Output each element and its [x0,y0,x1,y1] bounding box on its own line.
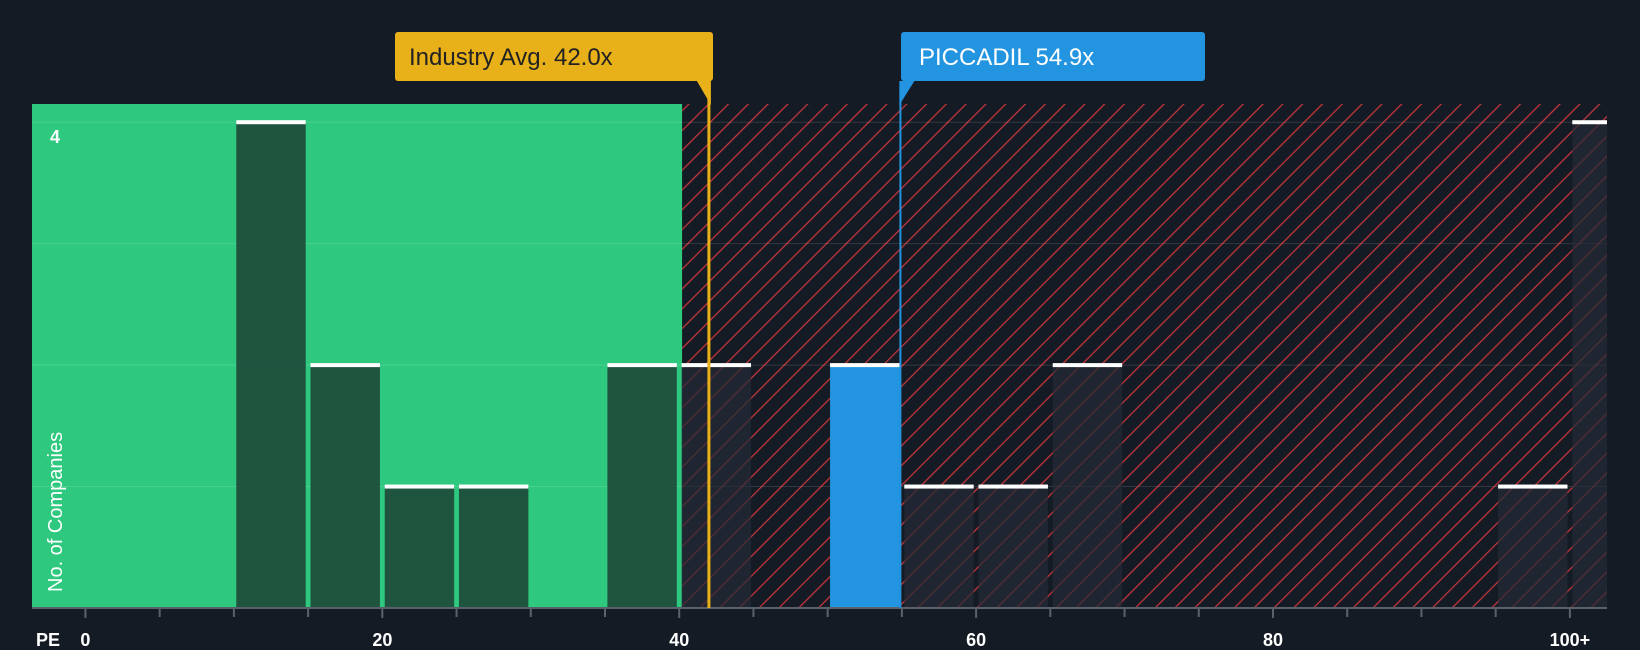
histogram-bar-cap [310,363,380,368]
x-tick-label: 100+ [1550,630,1591,650]
histogram-bar [978,486,1048,608]
histogram-bar [236,122,306,609]
histogram-bar-cap [830,363,900,368]
histogram-bar [1572,122,1607,609]
company-pe-callout [901,32,1205,81]
histogram-bar [1052,365,1123,608]
histogram-bar-cap [384,484,455,489]
histogram-bar-cap [681,363,752,368]
histogram-bar-cap [1498,484,1568,489]
histogram-bar [830,365,900,608]
company-pe-label: PICCADIL 54.9x [919,44,1094,71]
histogram-bar [1498,486,1568,608]
histogram-bar [310,365,380,608]
histogram-bar-cap [607,363,677,368]
industry-avg-label: Industry Avg. 42.0x [409,44,613,71]
histogram-bar-cap [1052,363,1123,368]
industry-avg-callout [395,32,713,81]
y-tick-label: 4 [50,127,60,147]
histogram-bar [458,486,529,608]
histogram-bar [681,365,752,608]
x-tick-label: 60 [966,630,986,650]
x-tick-label: 80 [1263,630,1283,650]
x-tick-label: 20 [372,630,392,650]
histogram-bar-cap [458,484,529,489]
y-axis-title: No. of Companies [45,432,67,592]
histogram-bar [384,486,455,608]
histogram-bar [607,365,677,608]
histogram-bar-cap [236,120,306,125]
histogram-bar-cap [904,484,974,489]
company-pe-pointer [899,81,915,105]
histogram-bar [904,486,974,608]
histogram-bar-cap [978,484,1048,489]
x-tick-label: 0 [80,630,90,650]
x-tick-label: 40 [669,630,689,650]
overvalued-zone [682,104,1607,608]
x-axis-prefix: PE [36,630,60,650]
industry-avg-pointer [696,81,711,105]
histogram-bar-cap [1572,120,1607,125]
